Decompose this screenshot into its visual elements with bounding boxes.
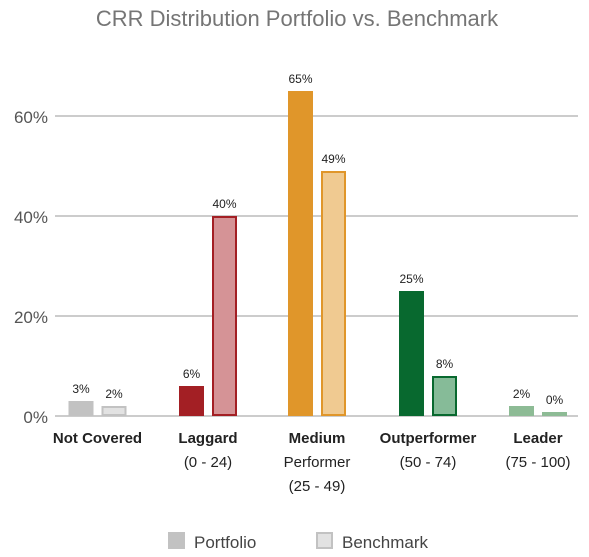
data-label-portfolio: 65%: [288, 72, 312, 86]
y-axis: 0% 20% 40% 60%: [14, 108, 48, 427]
category-label: Laggard: [178, 430, 237, 447]
legend: Portfolio Benchmark: [168, 532, 428, 552]
y-tick-label: 60%: [14, 108, 48, 127]
category-label: (75 - 100): [505, 454, 570, 471]
bar-benchmark: [542, 412, 567, 416]
data-label-portfolio: 3%: [72, 382, 90, 396]
bar-portfolio: [399, 291, 424, 416]
legend-label-portfolio: Portfolio: [194, 533, 256, 552]
data-label-benchmark: 8%: [436, 357, 454, 371]
bar-benchmark: [432, 376, 457, 416]
category-label: Outperformer: [380, 430, 477, 447]
data-label-benchmark: 40%: [212, 197, 236, 211]
data-label-portfolio: 25%: [399, 272, 423, 286]
gridlines: [55, 115, 578, 417]
bar-portfolio: [288, 91, 313, 416]
bars: 3% 2% 6% 40% 65% 49% 25% 8% 2% 0%: [68, 72, 567, 416]
data-label-benchmark: 49%: [321, 152, 345, 166]
y-tick-label: 20%: [14, 308, 48, 327]
bar-benchmark: [321, 171, 346, 416]
category-label: Performer: [284, 454, 351, 471]
bar-portfolio: [509, 406, 534, 416]
bar-portfolio: [179, 386, 204, 416]
legend-swatch-portfolio: [168, 532, 185, 549]
data-label-portfolio: 6%: [183, 367, 201, 381]
category-label: (50 - 74): [400, 454, 457, 471]
category-label: Leader: [513, 430, 562, 447]
legend-label-benchmark: Benchmark: [342, 533, 428, 552]
category-label: (25 - 49): [289, 478, 346, 495]
category-label: Not Covered: [53, 430, 142, 447]
data-label-portfolio: 2%: [513, 387, 531, 401]
data-label-benchmark: 2%: [105, 387, 123, 401]
category-label: (0 - 24): [184, 454, 232, 471]
y-tick-label: 40%: [14, 208, 48, 227]
category-label: Medium: [289, 430, 346, 447]
chart-title: CRR Distribution Portfolio vs. Benchmark: [96, 6, 499, 31]
bar-portfolio: [68, 401, 94, 416]
data-label-benchmark: 0%: [546, 393, 564, 407]
bar-benchmark: [101, 406, 127, 416]
bar-benchmark: [212, 216, 237, 416]
x-axis: Not Covered Laggard (0 - 24) Medium Performe…: [53, 430, 571, 495]
y-tick-label: 0%: [23, 408, 48, 427]
legend-swatch-benchmark: [316, 532, 333, 549]
